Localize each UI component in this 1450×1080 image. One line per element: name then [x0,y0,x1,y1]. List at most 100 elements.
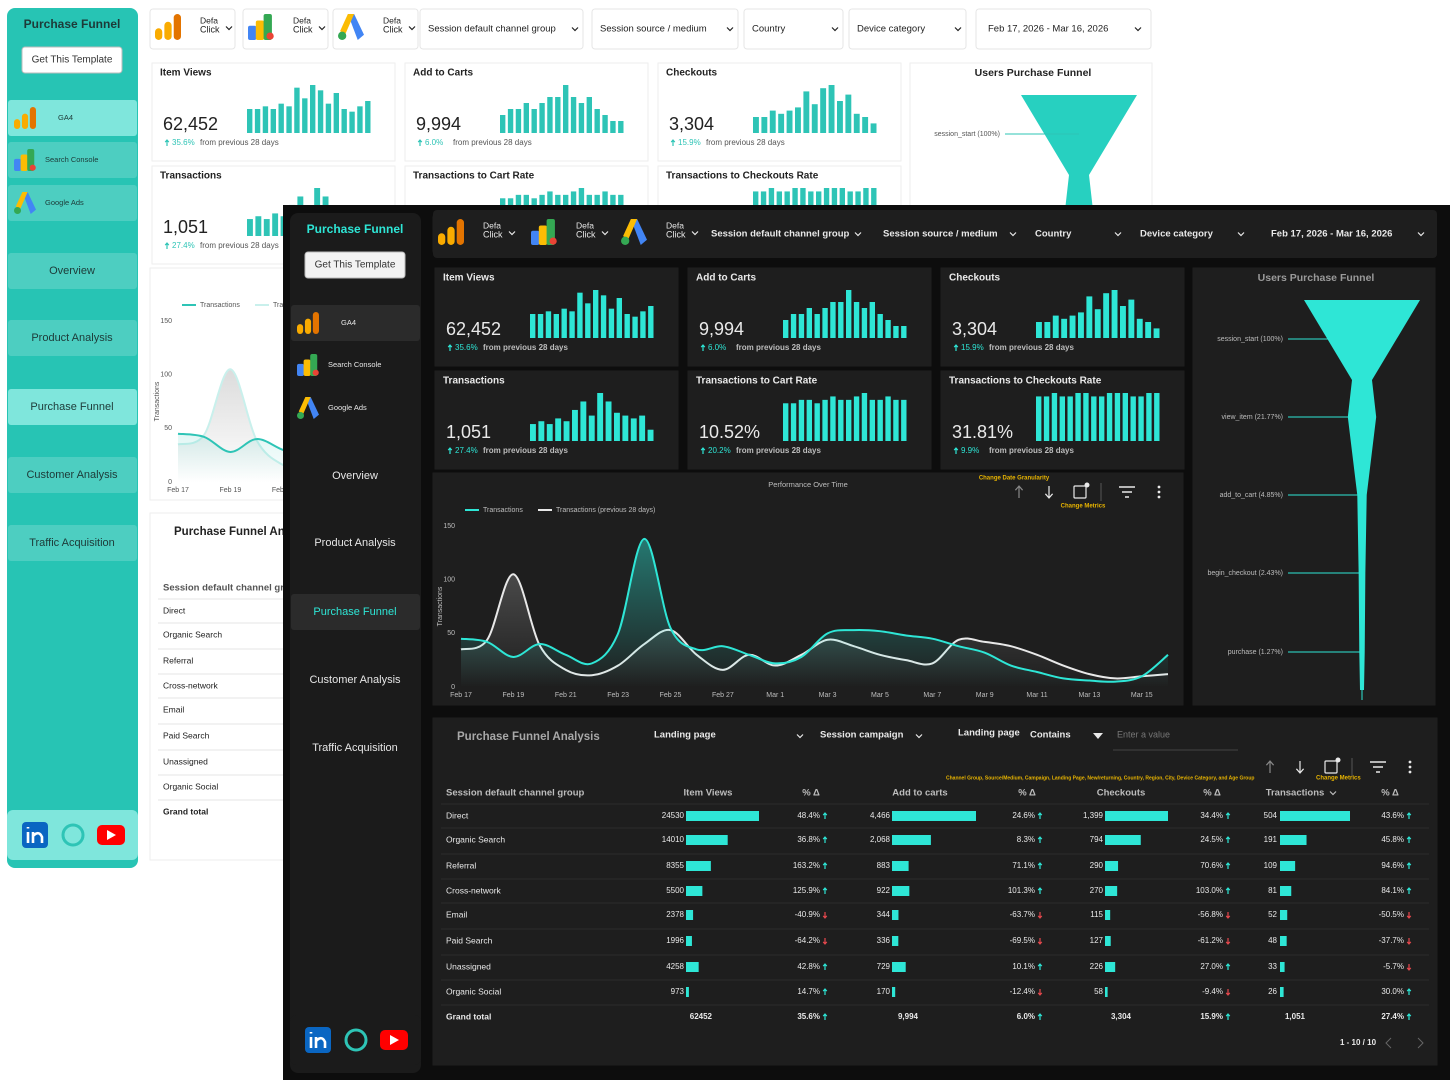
dropdown[interactable] [743,8,844,50]
control-label: Session campaign [820,730,904,741]
spark-bar [310,85,316,133]
template-button[interactable] [21,46,123,74]
arrow-up [1406,1013,1412,1020]
dropdown[interactable] [874,213,1022,255]
source-label[interactable]: Search Console [45,155,98,164]
source-item[interactable] [8,142,137,178]
spark-bar [1138,396,1144,441]
filter-input[interactable]: Enter a value [1117,729,1170,739]
template-button-label[interactable]: Get This Template [32,55,113,66]
nav-item[interactable] [291,594,420,630]
dropdown[interactable] [1026,213,1127,255]
column-header[interactable]: % Δ [1381,788,1399,799]
nav-label[interactable]: Traffic Acquisition [312,742,398,754]
kebab-icon[interactable] [1157,495,1161,499]
date-picker[interactable] [1258,213,1435,255]
nav-label[interactable]: Customer Analysis [309,674,401,686]
dropdown-chevron[interactable] [691,231,699,236]
dropdown-chevron[interactable] [1329,791,1337,796]
filter-icon[interactable] [1119,486,1135,498]
nav-item[interactable] [8,320,137,356]
kebab-icon[interactable] [1157,485,1161,489]
dropdown[interactable] [591,8,739,50]
dropdown-chevron[interactable] [1237,232,1245,237]
nav-label[interactable]: Purchase Funnel [313,606,396,618]
template-button[interactable] [304,251,406,279]
dropdown[interactable] [702,213,867,255]
dropdown-chevron[interactable] [915,734,923,739]
column-header[interactable]: Transactions [1266,788,1325,799]
nav-item[interactable] [8,525,137,561]
brand-icon[interactable] [61,823,85,847]
ga4-icon [21,113,29,129]
cell-bar [1105,962,1116,972]
dropdown[interactable] [419,8,584,50]
column-header[interactable]: Session default channel group [446,788,584,799]
spark-bar [1094,309,1101,338]
nav-label[interactable]: Overview [49,265,95,277]
spark-bar [247,219,253,236]
cell-number: 52 [1268,910,1277,919]
brand-icon[interactable] [344,1028,368,1052]
kebab-icon[interactable] [1408,770,1412,774]
filter-icon[interactable] [1370,761,1386,773]
dropdown-chevron[interactable] [726,27,734,32]
source-label[interactable]: Google Ads [328,403,367,412]
template-button-label[interactable]: Get This Template [315,260,396,271]
nav-label[interactable]: Traffic Acquisition [29,537,115,549]
source-chip[interactable] [432,213,519,255]
dropdown-chevron[interactable] [1134,27,1142,32]
source-label[interactable]: GA4 [341,318,356,327]
dropdown[interactable] [1131,213,1250,255]
kebab-icon[interactable] [1408,760,1412,764]
page-prev[interactable] [1385,1037,1392,1049]
column-header[interactable]: Checkouts [1097,788,1146,799]
dropdown-chevron[interactable] [1114,232,1122,237]
dropdown-chevron[interactable] [954,27,962,32]
nav-label[interactable]: Customer Analysis [26,469,118,481]
dropdown-chevron[interactable] [831,27,839,32]
nav-item[interactable] [8,457,137,493]
arrow-up [1037,836,1043,843]
column-header[interactable]: Item Views [684,788,733,799]
dropdown-chevron[interactable] [408,26,416,31]
dropdown[interactable] [848,8,967,50]
operator-select[interactable] [1023,723,1109,749]
column-header[interactable]: % Δ [1018,788,1036,799]
column-header[interactable]: Session default channel group [163,583,301,594]
page-next[interactable] [1417,1037,1424,1049]
column-header[interactable]: Add to carts [892,788,947,799]
dropdown-chevron[interactable] [508,231,516,236]
nav-label[interactable]: Product Analysis [314,537,396,549]
arrow-up [822,812,828,819]
column-header[interactable]: % Δ [802,788,820,799]
column-header[interactable]: % Δ [1203,788,1221,799]
kebab-icon[interactable] [1408,765,1412,769]
dropdown-chevron[interactable] [601,231,609,236]
source-label[interactable]: GA4 [58,113,73,122]
metrics-icon[interactable] [1073,485,1087,499]
dropdown-chevron[interactable] [225,26,233,31]
metrics-icon[interactable] [1324,760,1338,774]
source-label[interactable]: Google Ads [45,198,84,207]
row-label: Cross-network [163,680,219,690]
nav-item[interactable] [8,389,137,425]
nav-label[interactable]: Overview [332,470,378,482]
dropdown-chevron[interactable] [1009,232,1017,237]
kebab-icon[interactable] [1157,490,1161,494]
dropdown-chevron[interactable] [318,26,326,31]
dropdown-chevron[interactable] [571,27,579,32]
dropdown-chevron[interactable] [854,232,862,237]
nav-item[interactable] [8,253,137,289]
source-label[interactable]: Search Console [328,360,381,369]
dropdown-chevron[interactable] [796,734,804,739]
source-item[interactable] [291,305,420,341]
dropdown-chevron[interactable] [1417,232,1425,237]
nav-label[interactable]: Product Analysis [31,332,113,344]
source-item[interactable] [8,100,137,136]
arrow-up [1037,1013,1043,1020]
nav-label[interactable]: Purchase Funnel [30,401,113,413]
source-chip[interactable] [149,8,236,50]
date-picker[interactable] [975,8,1152,50]
source-item[interactable] [8,185,137,221]
